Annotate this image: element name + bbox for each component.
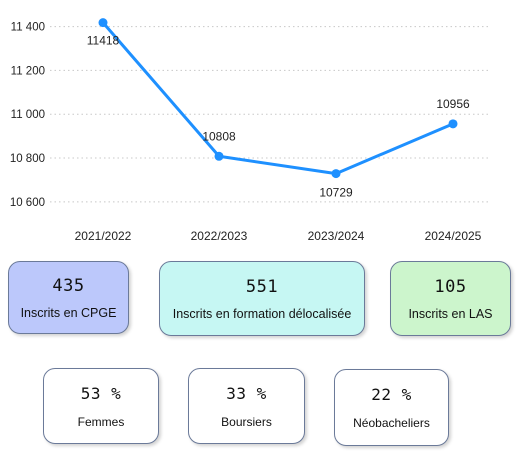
kpi-value: 435 xyxy=(52,275,85,296)
ratio-card-femmes[interactable]: 53 % Femmes xyxy=(43,368,159,444)
x-tick-label: 2021/2022 xyxy=(75,229,132,243)
x-tick-label: 2023/2024 xyxy=(308,229,365,243)
x-tick-label: 2024/2025 xyxy=(425,229,482,243)
kpi-label: Inscrits en LAS xyxy=(408,306,493,321)
kpi-value: 105 xyxy=(434,276,467,297)
data-label: 10729 xyxy=(319,186,353,200)
y-axis-ticks: 10 600 10 800 11 000 11 200 11 400 xyxy=(10,22,45,209)
kpi-card-cpge[interactable]: 435 Inscrits en CPGE xyxy=(8,261,129,334)
data-points xyxy=(98,18,458,179)
kpi-card-las[interactable]: 105 Inscrits en LAS xyxy=(390,261,511,336)
y-tick-label: 10 800 xyxy=(10,153,45,165)
y-tick-label: 11 200 xyxy=(11,65,45,77)
kpi-label: Inscrits en CPGE xyxy=(20,305,117,320)
ratio-value: 22 % xyxy=(371,385,412,404)
y-tick-label: 10 600 xyxy=(10,197,45,209)
ratio-label: Boursiers xyxy=(221,414,272,429)
x-axis-ticks: 2021/2022 2022/2023 2023/2024 2024/2025 xyxy=(75,229,482,243)
x-tick-label: 2022/2023 xyxy=(191,229,248,243)
kpi-label: Inscrits en formation délocalisée xyxy=(172,306,352,321)
data-point xyxy=(331,169,341,179)
data-label: 10956 xyxy=(436,97,470,111)
data-point xyxy=(98,18,108,28)
chart-grid xyxy=(50,26,490,203)
data-point xyxy=(214,151,224,161)
y-tick-label: 11 000 xyxy=(11,109,45,121)
ratio-card-boursiers[interactable]: 33 % Boursiers xyxy=(188,368,305,444)
ratio-label: Néobacheliers xyxy=(353,416,430,430)
ratio-label: Femmes xyxy=(77,414,125,429)
data-point xyxy=(448,119,458,129)
series-line[interactable] xyxy=(101,21,454,176)
kpi-card-formation-delocalisee[interactable]: 551 Inscrits en formation délocalisée xyxy=(159,261,365,336)
data-label: 10808 xyxy=(202,129,236,143)
data-labels: 11418 10808 10729 10956 xyxy=(87,34,470,200)
y-tick-label: 11 400 xyxy=(11,22,45,34)
kpi-value: 551 xyxy=(245,276,279,297)
ratio-card-neobacheliers[interactable]: 22 % Néobacheliers xyxy=(334,369,449,446)
data-label: 11418 xyxy=(87,34,120,48)
enrollment-line-chart: 10 600 10 800 11 000 11 200 11 400 2021/2022… xyxy=(10,18,490,243)
ratio-value: 53 % xyxy=(80,383,122,403)
ratio-value: 33 % xyxy=(226,383,267,403)
